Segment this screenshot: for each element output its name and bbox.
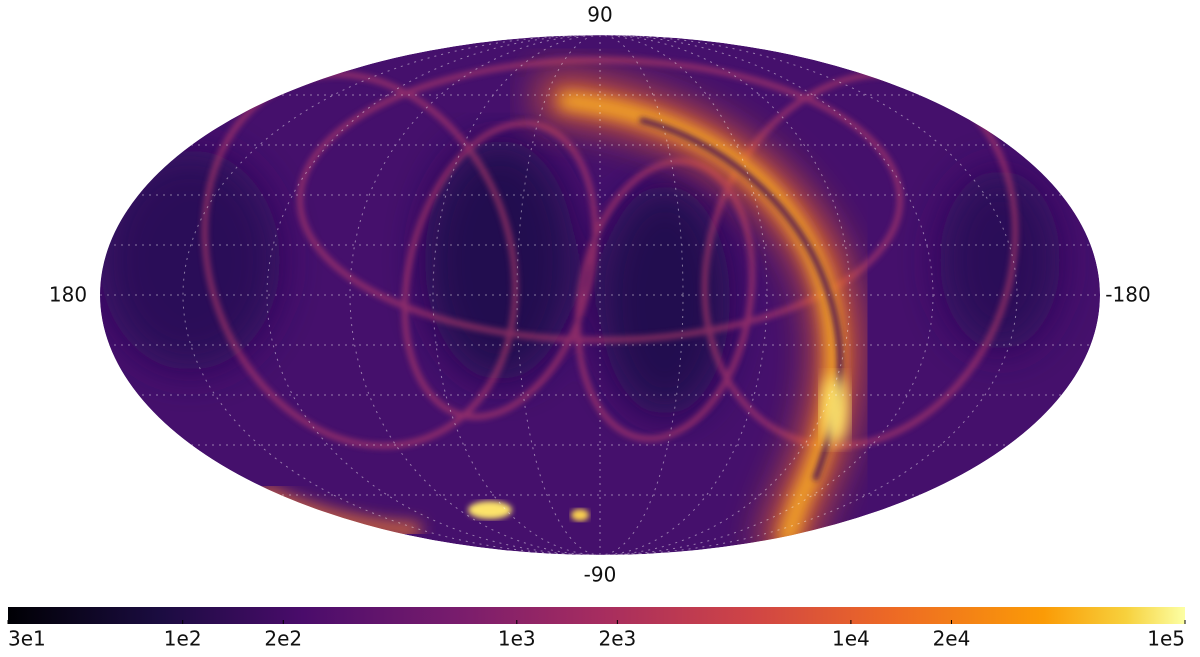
colorbar-tick-label: 2e2	[264, 627, 302, 651]
colorbar-tick-label: 2e4	[933, 627, 971, 651]
sky-map	[100, 35, 1100, 555]
north-label: 90	[587, 3, 612, 27]
lmc	[468, 501, 512, 519]
colorbar-tick-label: 2e3	[598, 627, 636, 651]
dark-regions	[100, 140, 1060, 415]
colorbar-tick-label: 1e5	[1147, 627, 1185, 651]
colorbar-tick-label: 3e1	[8, 627, 46, 651]
colorbar-tick-label: 1e3	[498, 627, 536, 651]
colorbar	[8, 607, 1185, 624]
colorbar-tick-label: 1e4	[832, 627, 870, 651]
south-label: -90	[584, 563, 617, 587]
smc	[571, 509, 589, 521]
left-label: 180	[49, 283, 87, 307]
right-label: -180	[1105, 283, 1150, 307]
colorbar-tick-label: 1e2	[164, 627, 202, 651]
sky-background	[100, 35, 1100, 555]
bulge	[821, 375, 849, 445]
